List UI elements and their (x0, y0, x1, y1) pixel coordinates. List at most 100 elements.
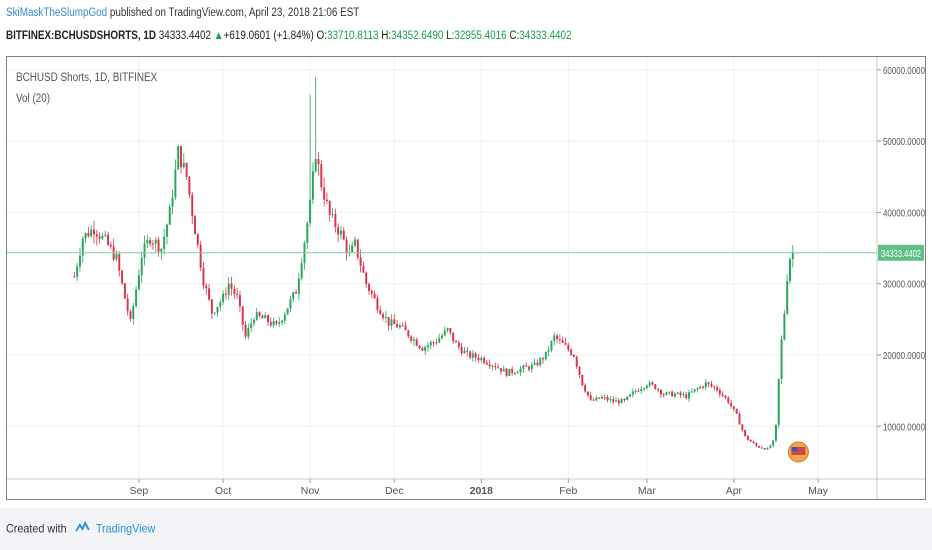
candle-body (488, 364, 491, 367)
candle-body (449, 328, 452, 333)
candle-body (471, 353, 474, 358)
candle-body (390, 319, 393, 326)
candle-body (494, 365, 497, 368)
candle-body (351, 245, 354, 253)
candle-body (238, 295, 241, 307)
candle-body (227, 283, 230, 295)
candle-body (592, 399, 595, 401)
candle-body (210, 299, 213, 314)
price-chart[interactable]: 10000.0000 20000.0000 30000.0000 40000.0000… (7, 57, 925, 499)
candle-body (455, 341, 458, 343)
tradingview-brand[interactable]: TradingView (95, 521, 156, 536)
candle-body (264, 315, 267, 319)
candle-body (356, 239, 359, 258)
candle-body (281, 320, 284, 323)
candle-body (586, 391, 589, 396)
candle-body (668, 391, 671, 393)
candle-body (600, 397, 603, 399)
candle-body (730, 402, 733, 407)
candle-body (154, 239, 157, 244)
candle-body (255, 312, 258, 320)
candle-body (149, 240, 152, 244)
high-label: H: (381, 30, 392, 42)
candle-body (758, 446, 761, 448)
high-value: 34352.6490 (391, 30, 444, 42)
candle-body (553, 335, 556, 342)
candle-body (578, 366, 581, 375)
x-tick-label: 2018 (470, 485, 494, 497)
candle-body (146, 240, 149, 244)
author-link[interactable]: SkiMaskTheSlumpGod (6, 7, 108, 19)
candle-body (530, 364, 533, 370)
candle-body (230, 283, 233, 289)
volume-indicator-label[interactable]: Vol (20) (16, 93, 51, 105)
candle-body (278, 322, 281, 324)
candle-body (160, 248, 163, 252)
candle-body (104, 234, 107, 236)
candle-body (516, 372, 519, 374)
candle-body (244, 324, 247, 337)
candle-body (107, 234, 110, 245)
candle-body (679, 392, 682, 396)
candle-body (135, 289, 138, 306)
candle-body (567, 344, 570, 350)
candle-body (300, 263, 303, 279)
candle-body (185, 162, 188, 177)
chart-title: BCHUSD Shorts, 1D, BITFINEX (16, 72, 158, 84)
candle-body (289, 299, 292, 309)
publish-info: SkiMaskTheSlumpGod published on TradingV… (6, 7, 359, 19)
candle-body (508, 368, 511, 376)
candle-body (469, 351, 472, 358)
candle-body (275, 321, 278, 324)
published-text: published on TradingView.com, April 23, … (109, 7, 360, 19)
low-value: 32955.4016 (454, 30, 507, 42)
candle-body (140, 257, 143, 276)
candle-body (746, 436, 749, 440)
candle-body (129, 311, 132, 319)
candle-body (168, 206, 171, 225)
candle-body (682, 394, 685, 396)
candle-body (637, 390, 640, 392)
candle-body (539, 358, 542, 366)
candle-body (659, 389, 662, 395)
candle-body (191, 194, 194, 217)
candle-body (589, 395, 592, 400)
chart-legend: BCHUSD Shorts, 1D, BITFINEX Vol (20) (16, 72, 157, 114)
candle-body (528, 366, 530, 370)
candle-body (699, 386, 702, 389)
up-arrow-icon: ▲ (213, 30, 224, 42)
candle-body (727, 397, 730, 403)
x-tick-label: Nov (301, 485, 320, 497)
candle-body (687, 392, 690, 399)
candle-body (499, 368, 502, 372)
candle-body (426, 345, 429, 348)
open-label: O: (316, 30, 327, 42)
candle-body (640, 389, 643, 392)
candle-body (536, 362, 539, 366)
candle-body (236, 294, 239, 296)
candle-body (174, 169, 177, 198)
y-tick-label: 50000.0000 (883, 136, 925, 148)
candle-body (398, 325, 401, 328)
candle-body (362, 265, 365, 273)
candle-body (180, 146, 182, 168)
candle-body (648, 382, 651, 386)
chart-panel[interactable]: 10000.0000 20000.0000 30000.0000 40000.0000… (6, 56, 926, 500)
x-tick-label: Mar (638, 485, 657, 497)
y-tick-label: 10000.0000 (883, 421, 925, 433)
candle-body (620, 398, 623, 404)
candle-body (429, 342, 432, 346)
candle-body (606, 397, 609, 401)
candle-body (98, 236, 101, 239)
candle-body (373, 293, 376, 299)
candle-body (365, 272, 368, 285)
candle-body (474, 353, 477, 358)
y-tick-label: 60000.0000 (883, 65, 925, 77)
candle-body (581, 374, 584, 386)
candle-body (685, 394, 688, 399)
candle-body (657, 389, 660, 391)
candle-body (780, 339, 783, 379)
candle-body (109, 244, 112, 247)
candle-body (404, 325, 407, 331)
candle-body (724, 395, 727, 398)
